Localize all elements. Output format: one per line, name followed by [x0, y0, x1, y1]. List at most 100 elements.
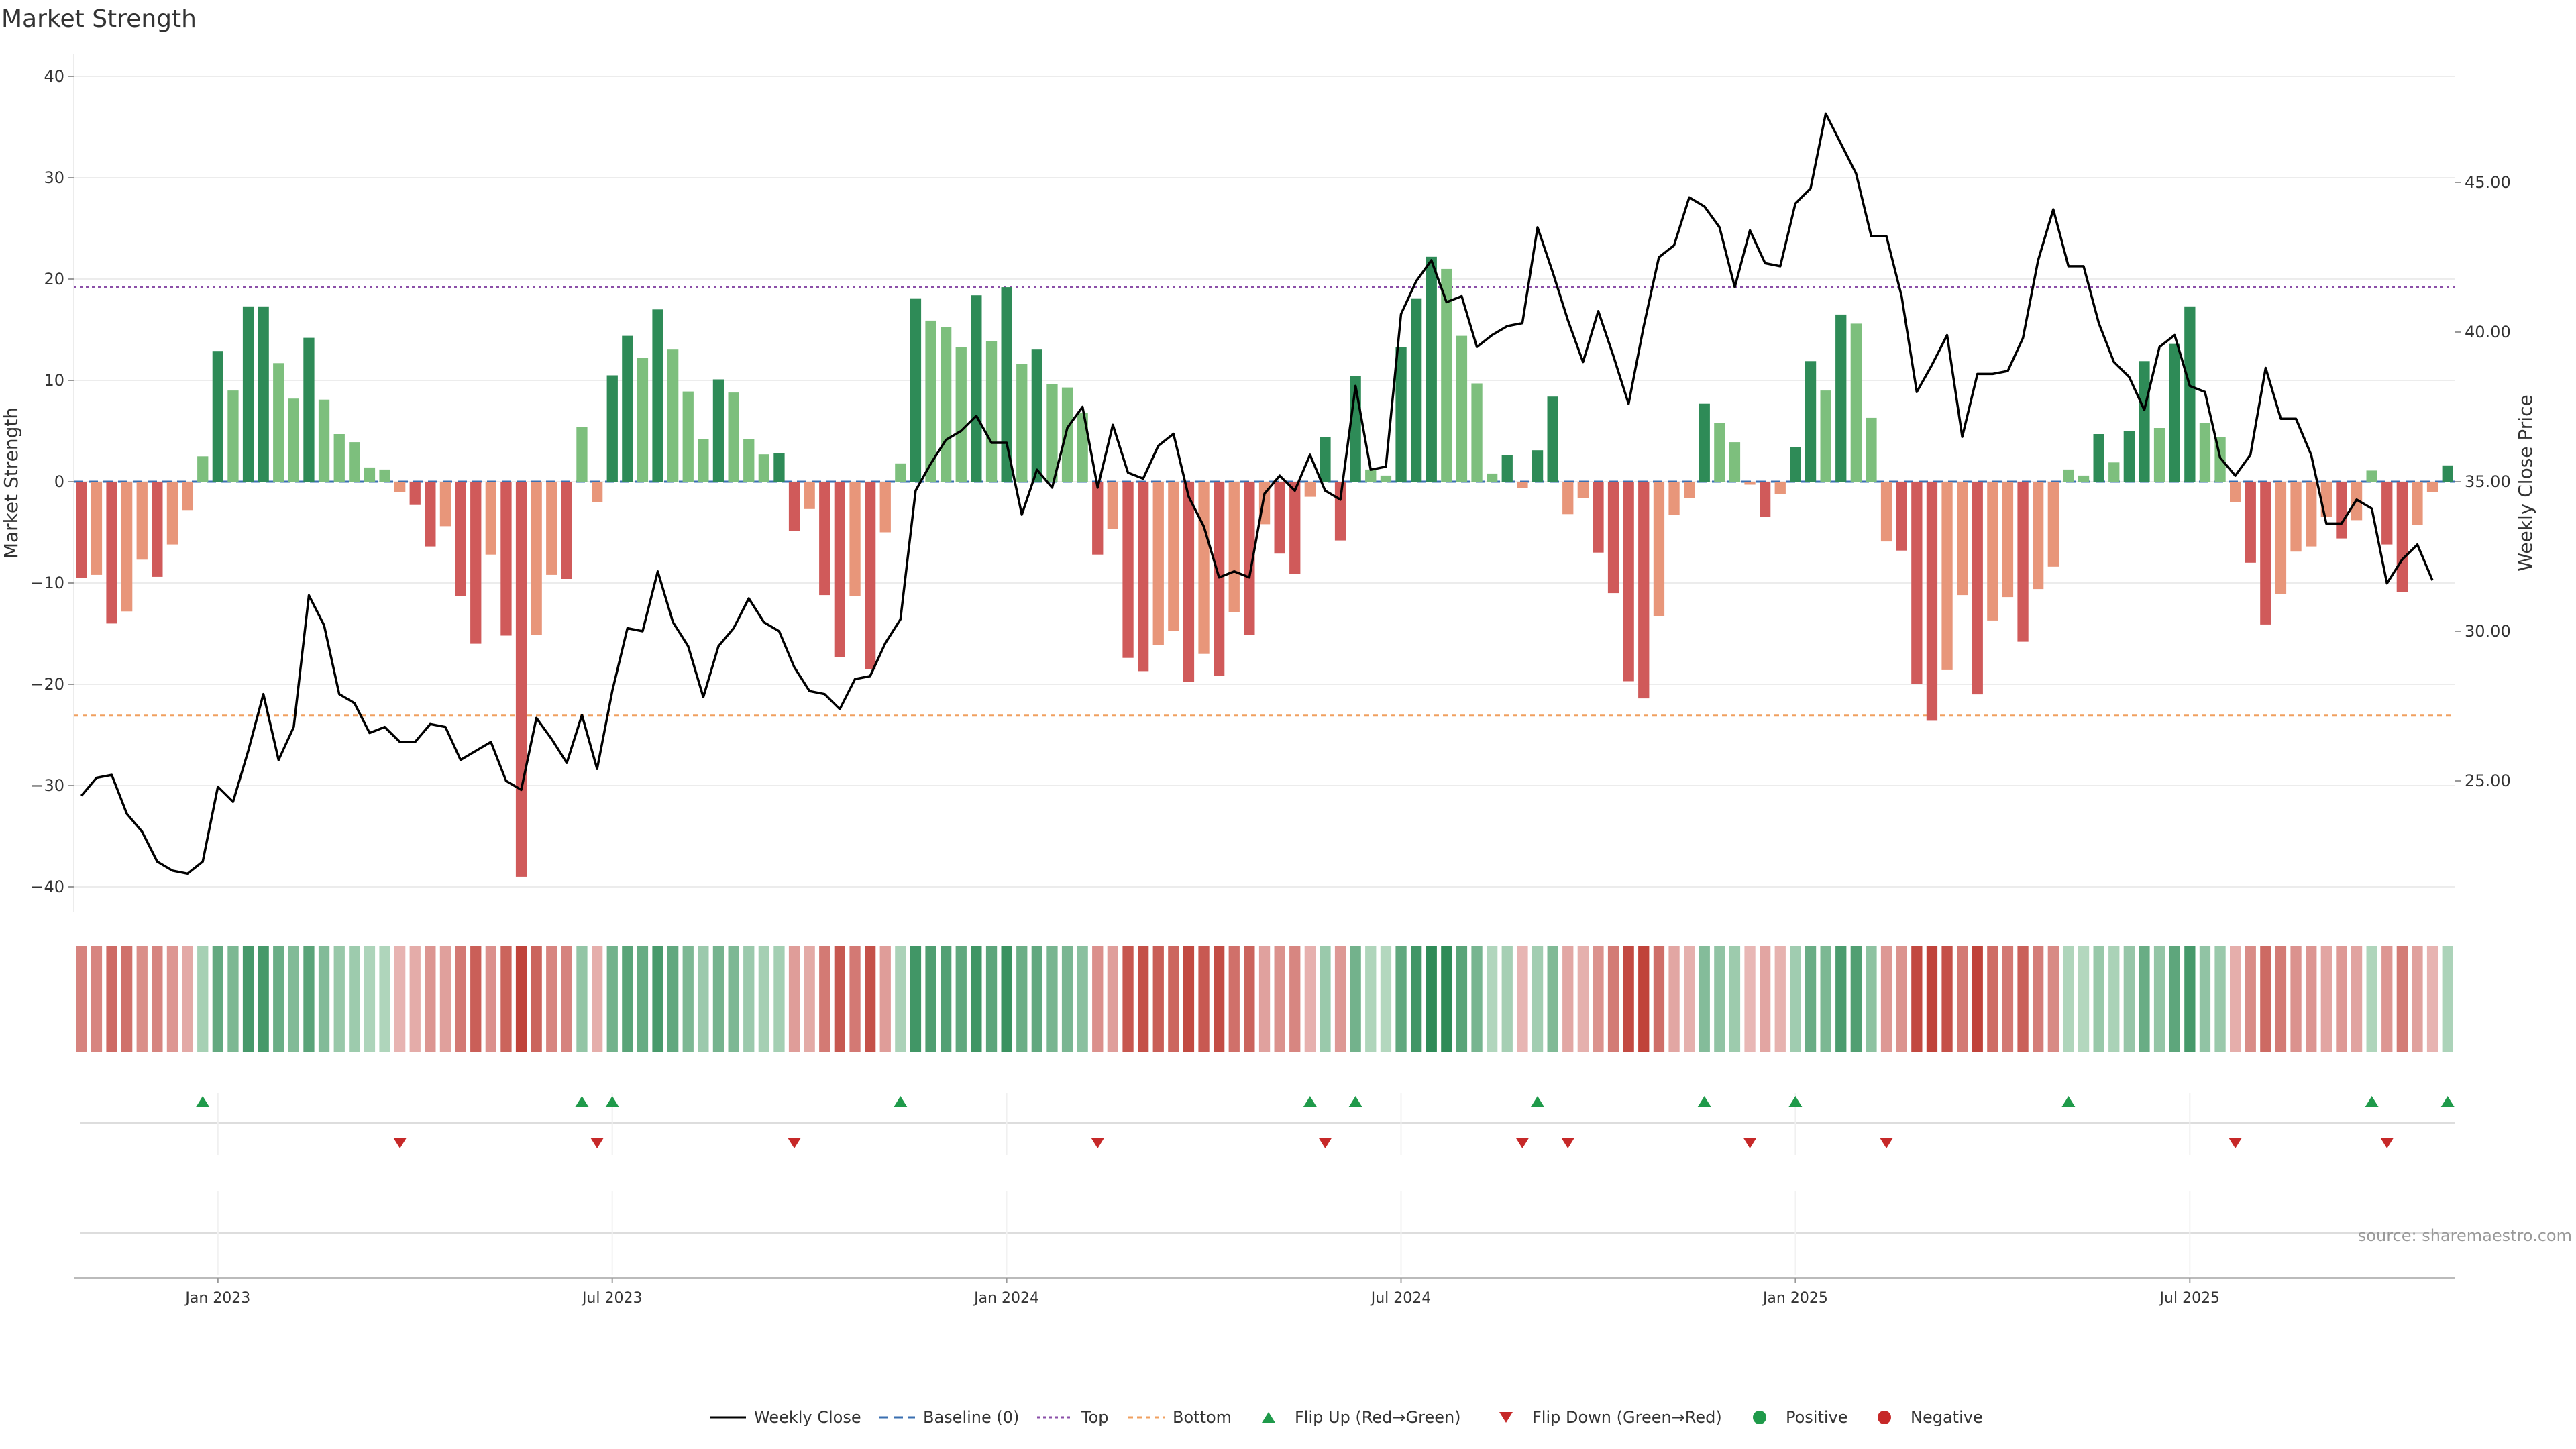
left-tick-label: 20 — [44, 270, 64, 288]
flip-up-marker — [575, 1096, 589, 1107]
heat-cell — [1244, 946, 1255, 1052]
heat-cell — [1168, 946, 1179, 1052]
heat-cell — [546, 946, 557, 1052]
left-tick-label: 40 — [44, 67, 64, 86]
strength-bar — [91, 482, 103, 575]
heat-cell — [364, 946, 376, 1052]
strength-bar — [1957, 482, 1968, 596]
heat-cell — [136, 946, 148, 1052]
strength-bar — [865, 482, 876, 669]
strength-bar — [2306, 482, 2317, 547]
strength-bar — [425, 482, 436, 547]
strength-bar — [1244, 482, 1255, 635]
heat-cell — [409, 946, 421, 1052]
strength-bar — [212, 351, 223, 482]
strength-bar — [2230, 482, 2241, 502]
strength-bar — [652, 309, 663, 482]
x-tick-label: Jul 2025 — [2159, 1290, 2220, 1307]
legend-label: Positive — [1786, 1408, 1848, 1427]
heat-cell — [1395, 946, 1407, 1052]
strength-bar — [2153, 428, 2165, 482]
strength-bar — [2108, 462, 2120, 482]
heat-cell — [1138, 946, 1149, 1052]
heat-cell — [1866, 946, 1877, 1052]
strength-bars — [76, 256, 2453, 877]
heat-cell — [106, 946, 117, 1052]
strength-bar — [546, 482, 557, 575]
left-tick-label: −10 — [30, 574, 64, 592]
heat-cell — [1668, 946, 1680, 1052]
strength-bar — [318, 399, 330, 482]
strength-bar — [1183, 482, 1195, 682]
heat-cell — [2214, 946, 2226, 1052]
legend-label: Bottom — [1173, 1408, 1232, 1427]
flip-down-marker — [2380, 1138, 2394, 1148]
heat-cell — [1183, 946, 1195, 1052]
x-tick-label: Jul 2023 — [581, 1290, 643, 1307]
heat-cell — [2230, 946, 2241, 1052]
strength-bar — [955, 347, 967, 482]
legend-swatch — [1878, 1411, 1891, 1424]
strength-bar — [1441, 268, 1452, 482]
strength-bar — [1714, 423, 1725, 482]
strength-bar — [409, 482, 421, 505]
strength-bar — [1031, 349, 1042, 482]
flip-up-marker — [894, 1096, 908, 1107]
heat-cell — [1365, 946, 1377, 1052]
heat-cell — [804, 946, 815, 1052]
heat-cell — [1198, 946, 1210, 1052]
weekly-close-line — [80, 112, 2434, 875]
heat-cell — [1638, 946, 1650, 1052]
heat-cell — [1593, 946, 1604, 1052]
strength-bar — [788, 482, 800, 531]
strength-bar — [592, 482, 603, 502]
heat-cell — [1820, 946, 1831, 1052]
strength-bar — [2184, 306, 2196, 482]
strength-bar — [515, 482, 527, 877]
heat-cell — [698, 946, 709, 1052]
strength-bar — [1395, 347, 1407, 482]
heat-cell — [1214, 946, 1225, 1052]
heat-cell — [1607, 946, 1619, 1052]
heat-cell — [1258, 946, 1271, 1052]
strength-bar — [2275, 482, 2287, 594]
heat-cell — [1441, 946, 1452, 1052]
strength-bar — [1228, 482, 1240, 612]
heat-cell — [1077, 946, 1088, 1052]
chart-title: Market Strength — [1, 5, 197, 33]
strength-bar — [1487, 473, 1498, 482]
strength-bar — [136, 482, 148, 560]
heat-cell — [1350, 946, 1361, 1052]
legend-label: Top — [1081, 1408, 1109, 1427]
heat-cell — [1577, 946, 1589, 1052]
left-tick-label: 0 — [54, 472, 64, 491]
strength-bar — [637, 358, 649, 482]
flip-down-marker — [1561, 1138, 1575, 1148]
left-tick-label: 30 — [44, 168, 64, 187]
heat-cell — [2017, 946, 2029, 1052]
strength-bar — [182, 482, 193, 511]
strength-bar — [1016, 364, 1028, 482]
strength-bar — [258, 306, 269, 482]
strength-bar — [531, 482, 542, 635]
strength-bar — [682, 391, 694, 482]
strength-bar — [2381, 482, 2393, 545]
strength-bar — [2442, 465, 2453, 482]
strength-bar — [1866, 417, 1877, 482]
right-axis-label: Weekly Close Price — [2514, 394, 2536, 571]
strength-bar — [925, 320, 936, 482]
strength-bar — [1077, 413, 1088, 482]
heat-cell — [1016, 946, 1028, 1052]
heat-cell — [288, 946, 299, 1052]
heat-cell — [865, 946, 876, 1052]
strength-bar — [561, 482, 572, 579]
strength-bar — [1152, 482, 1164, 645]
heat-cell — [1699, 946, 1710, 1052]
flip-up-marker — [1303, 1096, 1317, 1107]
heat-cell — [1320, 946, 1331, 1052]
flip-down-marker — [788, 1138, 802, 1148]
heat-cell — [879, 946, 891, 1052]
heat-cell — [2366, 946, 2377, 1052]
strength-bar — [379, 469, 390, 482]
